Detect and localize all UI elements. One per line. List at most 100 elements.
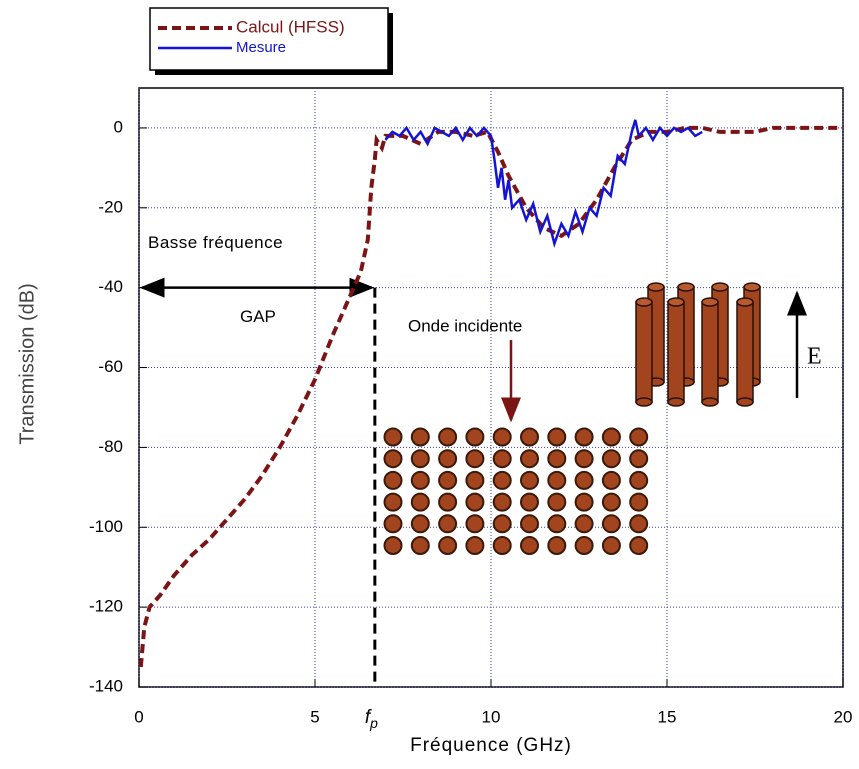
rod-top-view (438, 470, 458, 490)
rod-top-view (438, 492, 458, 512)
legend-label: Calcul (HFSS) (236, 17, 345, 36)
rod-top-view (410, 449, 430, 469)
cylinder (701, 301, 719, 403)
rod-top-view (601, 470, 621, 490)
rod-top-view (492, 492, 512, 512)
legend (149, 7, 389, 71)
x-tick-label: 0 (134, 707, 143, 726)
rod-top-view (383, 427, 403, 447)
cylinder-top (736, 297, 754, 307)
cylinder-top (677, 282, 695, 292)
wave-label: Onde incidente (408, 316, 522, 335)
cylinder-bottom (635, 397, 653, 407)
rod-top-view (574, 492, 594, 512)
rod-top-view (438, 427, 458, 447)
x-tick-label: 20 (834, 707, 853, 726)
cylinder (667, 301, 685, 403)
rod-top-view (410, 514, 430, 534)
rod-top-view (520, 514, 539, 534)
rod-top-view (601, 449, 621, 469)
y-tick-label: -40 (98, 277, 123, 296)
rod-top-view (629, 536, 649, 555)
field-label: E (807, 344, 822, 370)
rod-top-view (438, 514, 458, 534)
rod-top-view (574, 514, 594, 534)
rod-top-view (410, 470, 430, 490)
x-tick-label: 5 (310, 707, 319, 726)
y-axis-title: Transmission (dB) (16, 283, 38, 445)
rod-top-view (383, 536, 403, 555)
rod-top-view (520, 536, 539, 555)
rod-top-view (383, 492, 403, 512)
rod-top-view (410, 536, 430, 555)
rod-top-view (574, 470, 594, 490)
rod-top-view (547, 492, 567, 512)
y-tick-label: -120 (89, 597, 123, 616)
rod-top-view (410, 492, 430, 512)
rod-top-view (629, 427, 649, 447)
rod-top-view (601, 514, 621, 534)
cylinder-top (701, 297, 719, 307)
rod-top-view (629, 470, 649, 490)
y-tick-label: -80 (98, 437, 123, 456)
rod-top-view (547, 427, 567, 447)
cylinder-bottom (736, 397, 754, 407)
rod-top-view (465, 470, 485, 490)
fp-main: f (365, 707, 372, 728)
rod-top-view (383, 470, 403, 490)
rod-top-view (629, 449, 649, 469)
cylinder (635, 301, 653, 403)
gap-label: GAP (240, 307, 276, 326)
rod-top-view (601, 536, 621, 555)
cylinder-bottom (701, 397, 719, 407)
cylinder-top (711, 282, 729, 292)
cylinder-top (667, 297, 685, 307)
rod-top-view (520, 449, 539, 469)
rod-top-view (629, 492, 649, 512)
y-tick-label: -60 (98, 357, 123, 376)
cylinder-top (635, 297, 653, 307)
x-tick-label: 15 (658, 707, 677, 726)
y-tick-label: 0 (114, 117, 123, 136)
rod-top-view (465, 449, 485, 469)
rod-top-view (629, 514, 649, 534)
rod-top-view (438, 536, 458, 555)
fp-sub: p (369, 715, 378, 731)
rod-top-view (547, 449, 567, 469)
rod-top-view (410, 427, 430, 447)
cylinder-top (647, 282, 665, 292)
rod-top-view (547, 514, 567, 534)
cylinder-bottom (667, 397, 685, 407)
rod-top-view (520, 492, 539, 512)
rod-top-view (520, 427, 539, 447)
rod-top-view (574, 427, 594, 447)
y-tick-label: -20 (98, 197, 123, 216)
x-tick-label: 10 (482, 707, 501, 726)
rod-top-view (520, 470, 539, 490)
rod-top-view (574, 449, 594, 469)
rod-top-view (601, 492, 621, 512)
rod-top-view (465, 536, 485, 555)
rod-top-view (465, 492, 485, 512)
rod-top-view (438, 449, 458, 469)
rod-top-view (492, 470, 512, 490)
rod-top-view (547, 536, 567, 555)
rod-top-view (465, 427, 485, 447)
x-axis-title: Fréquence (GHz) (410, 735, 572, 756)
legend-label: Mesure (236, 39, 286, 56)
rod-top-view (574, 536, 594, 555)
rod-top-view (383, 449, 403, 469)
cylinder (736, 301, 754, 403)
rod-top-view (492, 427, 512, 447)
gap-label-top: Basse fréquence (148, 233, 283, 252)
rod-top-view (547, 470, 567, 490)
fp-label: fp (365, 707, 378, 731)
series-line (384, 119, 703, 249)
y-tick-label: -100 (89, 517, 123, 536)
rod-top-view (492, 449, 512, 469)
rod-top-view (601, 427, 621, 447)
y-tick-label: -140 (89, 676, 123, 695)
rod-top-view (492, 536, 512, 555)
rod-top-view (492, 514, 512, 534)
